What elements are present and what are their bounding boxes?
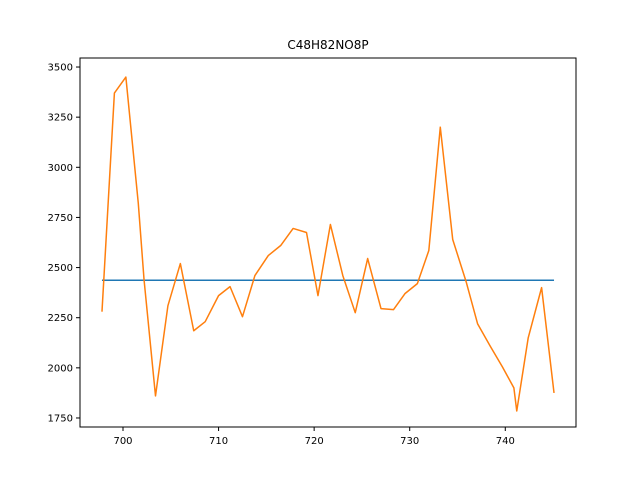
y-tick-label: 3250	[48, 113, 73, 124]
x-tick-label: 730	[400, 436, 419, 447]
x-tick-label: 720	[305, 436, 324, 447]
y-tick-label: 3000	[48, 163, 73, 174]
y-tick-label: 2500	[48, 263, 73, 274]
y-tick-label: 2250	[48, 313, 73, 324]
y-tick-label: 3500	[48, 63, 73, 74]
series-line-2	[101, 76, 555, 412]
chart-title: C48H82NO8P	[287, 38, 368, 52]
y-tick-label: 2750	[48, 213, 73, 224]
x-tick-label: 700	[113, 436, 132, 447]
x-tick-label: 710	[209, 436, 228, 447]
series-layer	[101, 76, 555, 412]
y-tick-label: 2000	[48, 363, 73, 374]
y-axis: 1750 2000 2250 2500 2750 3000 3250 3500	[48, 63, 80, 424]
x-axis: 700 710 720 730 740	[113, 427, 515, 447]
x-tick-label: 740	[496, 436, 515, 447]
y-tick-label: 1750	[48, 413, 73, 424]
plot-area-frame	[79, 57, 577, 428]
